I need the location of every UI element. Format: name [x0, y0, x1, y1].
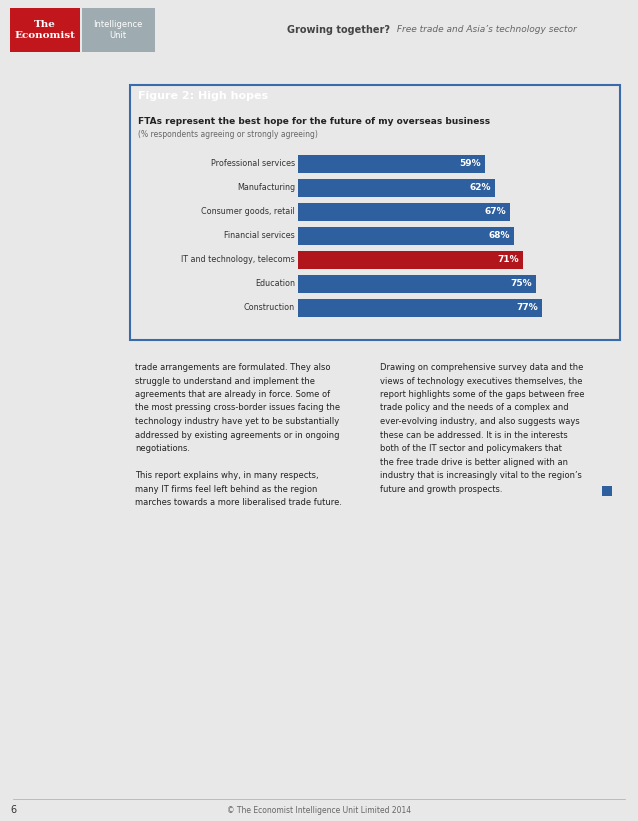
Text: report highlights some of the gaps between free: report highlights some of the gaps betwe…: [380, 390, 584, 399]
Text: 62%: 62%: [469, 184, 491, 192]
Text: Growing together?: Growing together?: [287, 25, 390, 35]
Text: the most pressing cross-border issues facing the: the most pressing cross-border issues fa…: [135, 403, 340, 412]
FancyBboxPatch shape: [298, 179, 494, 197]
Text: Education: Education: [255, 279, 295, 288]
Text: Manufacturing: Manufacturing: [237, 184, 295, 192]
Text: ever-evolving industry, and also suggests ways: ever-evolving industry, and also suggest…: [380, 417, 580, 426]
Text: both of the IT sector and policymakers that: both of the IT sector and policymakers t…: [380, 444, 562, 453]
Text: the free trade drive is better aligned with an: the free trade drive is better aligned w…: [380, 457, 568, 466]
Text: 75%: 75%: [510, 279, 531, 288]
Text: struggle to understand and implement the: struggle to understand and implement the: [135, 377, 315, 386]
Text: 67%: 67%: [485, 208, 507, 217]
Text: technology industry have yet to be substantially: technology industry have yet to be subst…: [135, 417, 339, 426]
Text: Free trade and Asia’s technology sector: Free trade and Asia’s technology sector: [394, 25, 577, 34]
FancyBboxPatch shape: [298, 227, 514, 245]
FancyBboxPatch shape: [298, 299, 542, 317]
Text: 59%: 59%: [459, 159, 481, 168]
Text: This report explains why, in many respects,: This report explains why, in many respec…: [135, 471, 318, 480]
Text: 71%: 71%: [498, 255, 519, 264]
Text: 68%: 68%: [488, 232, 510, 241]
Text: Professional services: Professional services: [211, 159, 295, 168]
Text: these can be addressed. It is in the interests: these can be addressed. It is in the int…: [380, 430, 568, 439]
Text: The
Economist: The Economist: [15, 21, 75, 39]
Text: Drawing on comprehensive survey data and the: Drawing on comprehensive survey data and…: [380, 363, 583, 372]
Text: Consumer goods, retail: Consumer goods, retail: [201, 208, 295, 217]
FancyBboxPatch shape: [602, 486, 612, 496]
Text: trade arrangements are formulated. They also: trade arrangements are formulated. They …: [135, 363, 330, 372]
Text: 77%: 77%: [516, 304, 538, 313]
Text: (% respondents agreeing or strongly agreeing): (% respondents agreeing or strongly agre…: [138, 130, 318, 139]
Text: marches towards a more liberalised trade future.: marches towards a more liberalised trade…: [135, 498, 342, 507]
Text: © The Economist Intelligence Unit Limited 2014: © The Economist Intelligence Unit Limite…: [227, 805, 411, 814]
Text: many IT firms feel left behind as the region: many IT firms feel left behind as the re…: [135, 484, 317, 493]
Text: views of technology executives themselves, the: views of technology executives themselve…: [380, 377, 582, 386]
FancyBboxPatch shape: [298, 275, 536, 293]
FancyBboxPatch shape: [10, 8, 80, 52]
Text: Financial services: Financial services: [224, 232, 295, 241]
FancyBboxPatch shape: [298, 155, 485, 173]
Text: Construction: Construction: [244, 304, 295, 313]
Text: 6: 6: [10, 805, 16, 815]
Text: Intelligence
Unit: Intelligence Unit: [93, 21, 143, 39]
Text: industry that is increasingly vital to the region’s: industry that is increasingly vital to t…: [380, 471, 582, 480]
FancyBboxPatch shape: [82, 8, 155, 52]
Text: trade policy and the needs of a complex and: trade policy and the needs of a complex …: [380, 403, 568, 412]
Text: IT and technology, telecoms: IT and technology, telecoms: [181, 255, 295, 264]
Text: agreements that are already in force. Some of: agreements that are already in force. So…: [135, 390, 330, 399]
Text: addressed by existing agreements or in ongoing: addressed by existing agreements or in o…: [135, 430, 339, 439]
Text: Figure 2: High hopes: Figure 2: High hopes: [138, 91, 268, 101]
Text: negotiations.: negotiations.: [135, 444, 190, 453]
Text: FTAs represent the best hope for the future of my overseas business: FTAs represent the best hope for the fut…: [138, 117, 490, 126]
FancyBboxPatch shape: [298, 203, 510, 221]
FancyBboxPatch shape: [298, 251, 523, 269]
Text: future and growth prospects.: future and growth prospects.: [380, 484, 503, 493]
